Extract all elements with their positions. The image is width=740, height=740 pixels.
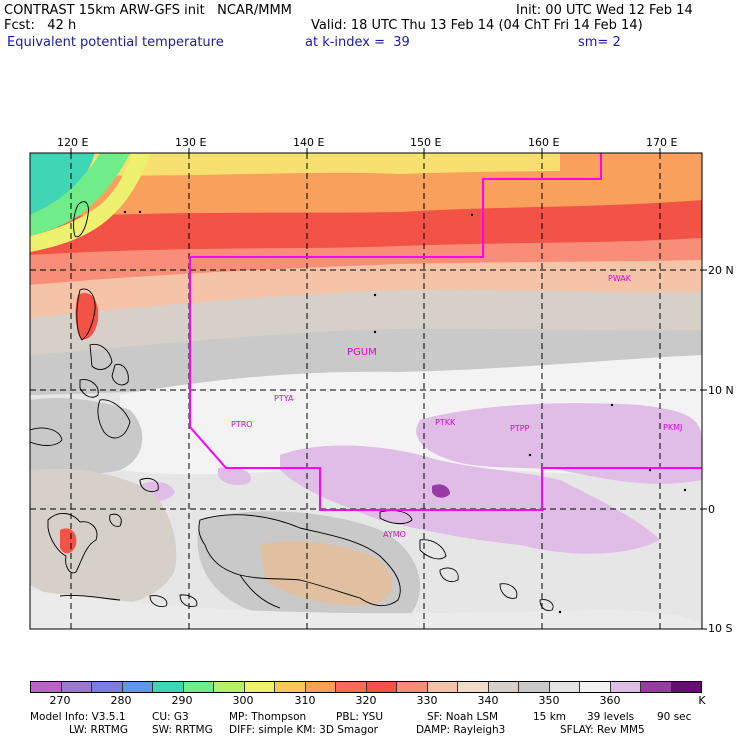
colorbar-swatch <box>183 682 214 692</box>
model-info-version: Model Info: V3.5.1 <box>30 711 126 723</box>
station-ptkk: PTKK <box>435 418 456 427</box>
lon-label-160: 160 E <box>528 136 560 149</box>
colorbar-swatch <box>549 682 580 692</box>
colorbar-swatch <box>641 682 672 692</box>
colorbar-swatch <box>92 682 123 692</box>
smoothing-info: sm= 2 <box>578 35 621 50</box>
colorbar-swatch <box>122 682 153 692</box>
model-info-cu: CU: G3 <box>152 711 189 723</box>
colorbar-label-350: 350 <box>538 694 560 707</box>
colorbar-swatch <box>427 682 458 692</box>
station-aymo: AYMO <box>383 530 406 539</box>
map-frame <box>29 152 703 630</box>
colorbar <box>30 681 702 693</box>
colorbar-label-320: 320 <box>355 694 377 707</box>
magenta-boundary <box>189 153 702 511</box>
station-ptro: PTRO <box>231 420 253 429</box>
colorbar-label-280: 280 <box>110 694 132 707</box>
colorbar-label-310: 310 <box>294 694 316 707</box>
station-pgum: PGUM <box>347 347 377 358</box>
colorbar-unit: K <box>698 694 706 707</box>
colorbar-swatch <box>519 682 550 692</box>
model-info-sw: SW: RRTMG <box>152 724 213 736</box>
station-ptya: PTYA <box>274 394 294 403</box>
lat-label-10s: 10 S <box>708 622 733 635</box>
lat-label-0: 0 <box>708 503 715 516</box>
station-ptpp: PTPP <box>510 424 530 433</box>
model-info-dt: 90 sec <box>657 711 692 723</box>
level-info: at k-index = 39 <box>305 35 410 50</box>
lon-label-170: 170 E <box>646 136 678 149</box>
field-name: Equivalent potential temperature <box>7 35 224 50</box>
model-info-lw: LW: RRTMG <box>69 724 128 736</box>
colorbar-label-290: 290 <box>171 694 193 707</box>
colorbar-swatch <box>244 682 275 692</box>
lat-label-10n: 10 N <box>708 384 734 397</box>
colorbar-swatch <box>214 682 245 692</box>
colorbar-label-330: 330 <box>416 694 438 707</box>
lon-label-130: 130 E <box>175 136 207 149</box>
valid-time: Valid: 18 UTC Thu 13 Feb 14 (04 ChT Fri … <box>311 18 643 33</box>
map-field <box>30 153 702 629</box>
station-pwak: PWAK <box>608 274 632 283</box>
colorbar-swatch <box>580 682 611 692</box>
colorbar-swatch <box>671 682 701 692</box>
model-title: CONTRAST 15km ARW-GFS init NCAR/MMM <box>4 3 292 18</box>
colorbar-swatch <box>366 682 397 692</box>
colorbar-swatch <box>336 682 367 692</box>
colorbar-label-270: 270 <box>49 694 71 707</box>
forecast-hour: Fcst: 42 h <box>4 18 77 33</box>
colorbar-swatch <box>458 682 489 692</box>
colorbar-swatch <box>610 682 641 692</box>
colorbar-label-340: 340 <box>477 694 499 707</box>
lon-label-120: 120 E <box>57 136 89 149</box>
init-time: Init: 00 UTC Wed 12 Feb 14 <box>516 3 693 18</box>
lon-label-150: 150 E <box>410 136 442 149</box>
colorbar-swatch <box>31 682 62 692</box>
colorbar-swatch <box>61 682 92 692</box>
model-info-sflay: SFLAY: Rev MM5 <box>560 724 645 736</box>
lat-label-20n: 20 N <box>708 264 734 277</box>
model-info-sf: SF: Noah LSM <box>427 711 499 723</box>
model-info-mp: MP: Thompson <box>229 711 307 723</box>
station-pkmj: PKMJ <box>663 423 682 432</box>
colorbar-label-360: 360 <box>599 694 621 707</box>
lon-label-140: 140 E <box>293 136 325 149</box>
colorbar-swatch <box>488 682 519 692</box>
model-info-pbl: PBL: YSU <box>336 711 384 723</box>
colorbar-label-300: 300 <box>232 694 254 707</box>
colorbar-swatch <box>275 682 306 692</box>
model-info-res: 15 km <box>533 711 567 723</box>
colorbar-swatch <box>305 682 336 692</box>
axis-ticks <box>70 148 707 630</box>
colorbar-swatch <box>397 682 428 692</box>
island-dots <box>123 210 687 614</box>
colorbar-swatch <box>153 682 184 692</box>
model-info-diff: DIFF: simple KM: 3D Smagor <box>229 724 378 736</box>
coastlines <box>30 201 554 611</box>
model-info-levels: 39 levels <box>587 711 635 723</box>
model-info-damp: DAMP: Rayleigh3 <box>416 724 506 736</box>
